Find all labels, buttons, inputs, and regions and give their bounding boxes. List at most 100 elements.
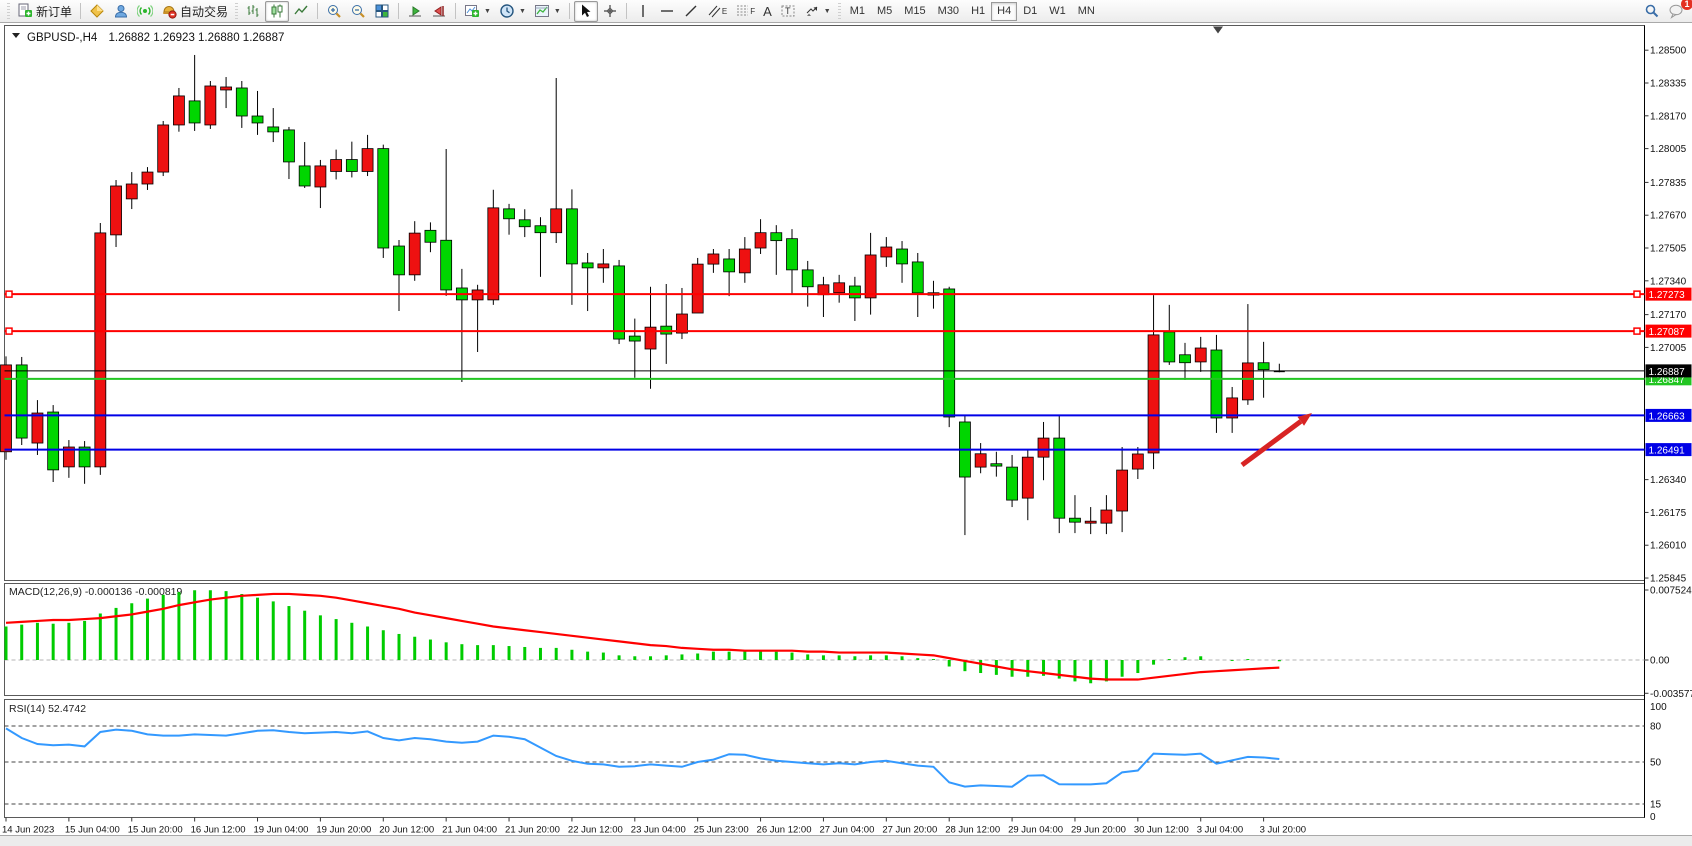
hline-handle[interactable] [1633,290,1641,298]
time-label[interactable]: 3 Jul 04:00 [1197,825,1243,836]
candle-body-down [393,245,405,276]
time-label[interactable]: 25 Jun 23:00 [694,825,749,836]
text-tool[interactable]: A [759,1,776,22]
time-label[interactable]: 19 Jun 20:00 [316,825,371,836]
candle-body-up [173,95,185,126]
channel-tool[interactable]: E [703,1,731,22]
time-label[interactable]: 20 Jun 12:00 [379,825,434,836]
price-tick-label: 1.28335 [1650,79,1687,90]
auto-scroll-button[interactable] [403,1,427,22]
signals-button[interactable] [133,1,157,22]
chat-button[interactable]: 1 [1664,0,1692,22]
candle-body-up [330,159,343,172]
symbol-dropdown-icon[interactable] [12,33,20,38]
zoom-in-button[interactable] [322,1,346,22]
candle-body-up [1084,520,1097,524]
time-label[interactable]: 26 Jun 12:00 [757,825,812,836]
line-chart-button[interactable] [289,1,313,22]
time-label[interactable]: 27 Jun 20:00 [882,825,937,836]
horizontal-line-tool[interactable] [655,1,679,22]
periods-button[interactable]: ▼ [495,1,530,22]
tf-d1[interactable]: D1 [1023,5,1038,17]
time-label[interactable]: 30 Jun 12:00 [1134,825,1189,836]
candle-body-up [754,232,767,249]
trendline-tool[interactable] [679,1,703,22]
rsi-line [5,727,1280,788]
vertical-line-icon [642,5,644,17]
profile-button[interactable] [109,1,133,22]
time-label[interactable]: 27 Jun 04:00 [819,825,874,836]
time-label[interactable]: 21 Jun 20:00 [505,825,560,836]
text-label-tool[interactable]: T [776,1,800,22]
tile-windows-button[interactable] [370,1,394,22]
candle-body-up [110,185,122,236]
new-order-button[interactable]: 新订单 [13,1,76,22]
tf-m15[interactable]: M15 [904,5,926,17]
hline-tag [1645,408,1692,422]
time-label[interactable]: 19 Jun 04:00 [254,825,309,836]
tile-windows-icon [375,4,389,18]
tf-mn[interactable]: MN [1077,5,1095,17]
toolbar-grip [837,3,841,19]
tf-m1[interactable]: M1 [849,5,865,17]
search-button[interactable] [1640,1,1664,22]
templates-button[interactable]: ▼ [530,1,565,22]
crosshair-tool-button[interactable] [598,1,622,22]
signals-icon [137,5,154,17]
vertical-line-tool[interactable] [631,1,655,22]
arrows-tool[interactable]: ▼ [800,1,835,22]
candle-body-up [314,165,327,188]
tf-m5[interactable]: M5 [876,5,893,17]
time-label[interactable]: 16 Jun 12:00 [191,825,246,836]
rsi-axis-label: 0 [1650,812,1656,823]
time-label[interactable]: 23 Jun 04:00 [631,825,686,836]
time-label[interactable]: 29 Jun 04:00 [1008,825,1063,836]
hline-handle[interactable] [1633,327,1641,335]
main-toolbar: 新订单 [0,0,1692,23]
time-label[interactable]: 22 Jun 12:00 [568,825,623,836]
time-label[interactable]: 28 Jun 12:00 [945,825,1000,836]
hline-handle[interactable] [5,327,13,335]
time-label[interactable]: 15 Jun 20:00 [128,825,183,836]
tf-m30[interactable]: M30 [937,5,960,17]
time-label[interactable]: 29 Jun 20:00 [1071,825,1126,836]
chevron-down-icon: ▼ [518,7,526,15]
arrow-annotation-head[interactable] [1297,413,1312,426]
zoom-out-button[interactable] [346,1,370,22]
price-tick-label: 1.27340 [1650,276,1687,287]
hline-handle[interactable] [5,290,13,298]
chevron-down-icon: ▼ [484,7,491,15]
gold-cube-button[interactable] [85,1,109,22]
price-tick-label: 1.26340 [1650,475,1687,486]
time-label[interactable]: 15 Jun 04:00 [65,825,120,836]
candle-body-down [613,265,625,340]
bar-chart-button[interactable] [241,1,265,22]
chart-shift-button[interactable] [427,1,451,22]
chart-shift-marker[interactable] [1213,26,1223,34]
autotrading-button[interactable]: 自动交易 [157,1,232,22]
candle-body-down [1257,362,1270,371]
tf-h1[interactable]: H1 [971,5,986,17]
fibo-letter: F [750,6,756,16]
hline-tag [1645,324,1692,338]
price-tick-label: 1.26175 [1650,508,1687,519]
new-order-label: 新订单 [36,4,73,19]
tf-w1[interactable]: W1 [1049,5,1066,17]
arrow-annotation-shaft[interactable] [1240,419,1303,468]
tf-h4[interactable]: H4 [991,1,1018,21]
time-label[interactable]: 3 Jul 20:00 [1260,825,1306,836]
candle-body-up [1194,347,1207,363]
time-label[interactable]: 14 Jun 2023 [2,825,54,836]
candle-body-up [1241,362,1254,401]
candle-body-up [1116,469,1129,512]
cursor-tool-button[interactable] [573,0,598,22]
indicators-button[interactable]: ▼ [460,1,495,22]
fibonacci-tool[interactable]: F [731,1,759,22]
time-label[interactable]: 21 Jun 04:00 [442,825,497,836]
separator [317,3,319,19]
macd-axis-label: -0.003577 [1650,689,1692,700]
candle-chart-button[interactable] [265,0,290,22]
candle-body-down [990,463,1003,467]
